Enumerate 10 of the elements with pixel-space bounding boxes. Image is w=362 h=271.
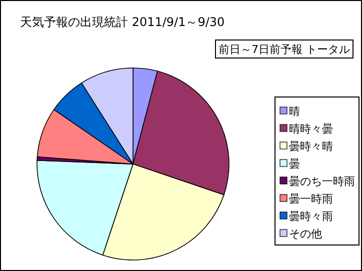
legend-label: 晴時々曇 xyxy=(289,122,333,136)
legend-label: その他 xyxy=(289,228,322,240)
legend-label: 曇時々雨 xyxy=(289,210,333,223)
chart-subtitle: 前日～7日前予報 トータル xyxy=(218,43,350,56)
legend-label: 曇 xyxy=(289,158,300,170)
legend-label: 晴 xyxy=(289,105,300,118)
legend-label: 曇時々晴 xyxy=(289,140,333,153)
chart-title: 天気予報の出現統計 2011/9/1～9/30 xyxy=(20,15,225,29)
legend-label: 曇のち一時雨 xyxy=(289,175,355,188)
legend-label: 曇一時雨 xyxy=(289,192,333,206)
